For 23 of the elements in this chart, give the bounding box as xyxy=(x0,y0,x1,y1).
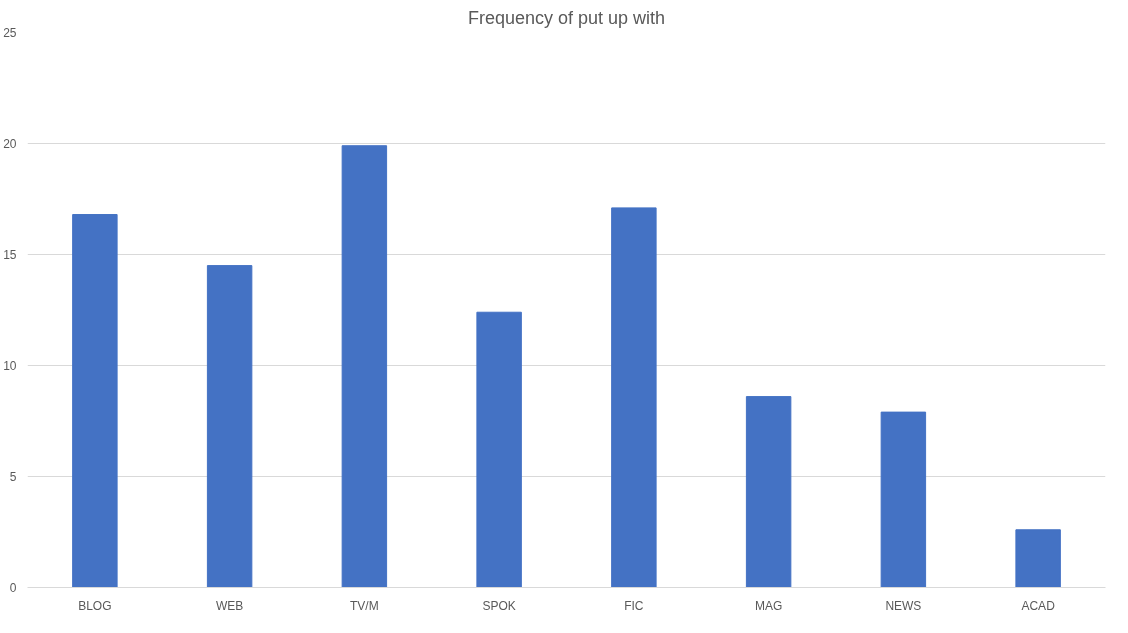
x-tick-label: ACAD xyxy=(1021,598,1056,613)
x-tick-label: WEB xyxy=(215,598,244,613)
y-tick-label: 0 xyxy=(9,581,17,595)
y-tick-label: 15 xyxy=(3,248,17,262)
bar xyxy=(745,396,792,588)
x-tick-label: FIC xyxy=(624,598,644,613)
bar xyxy=(341,145,388,588)
x-tick-label: MAG xyxy=(754,598,783,613)
x-tick-label: BLOG xyxy=(78,598,112,613)
y-tick-label: 20 xyxy=(3,137,17,151)
x-tick-label: TV/M xyxy=(350,598,379,613)
bar xyxy=(611,207,657,588)
x-tick-label: NEWS xyxy=(885,598,922,613)
y-tick-label: 10 xyxy=(3,359,17,373)
y-tick-label: 25 xyxy=(3,26,17,40)
y-tick-label: 5 xyxy=(9,470,17,484)
bar xyxy=(1015,529,1061,588)
chart-title: Frequency of put up with xyxy=(467,7,666,28)
bar xyxy=(72,214,118,588)
x-tick-label: SPOK xyxy=(482,598,516,613)
bar xyxy=(880,411,927,588)
bar xyxy=(476,311,522,588)
bar xyxy=(206,265,253,588)
